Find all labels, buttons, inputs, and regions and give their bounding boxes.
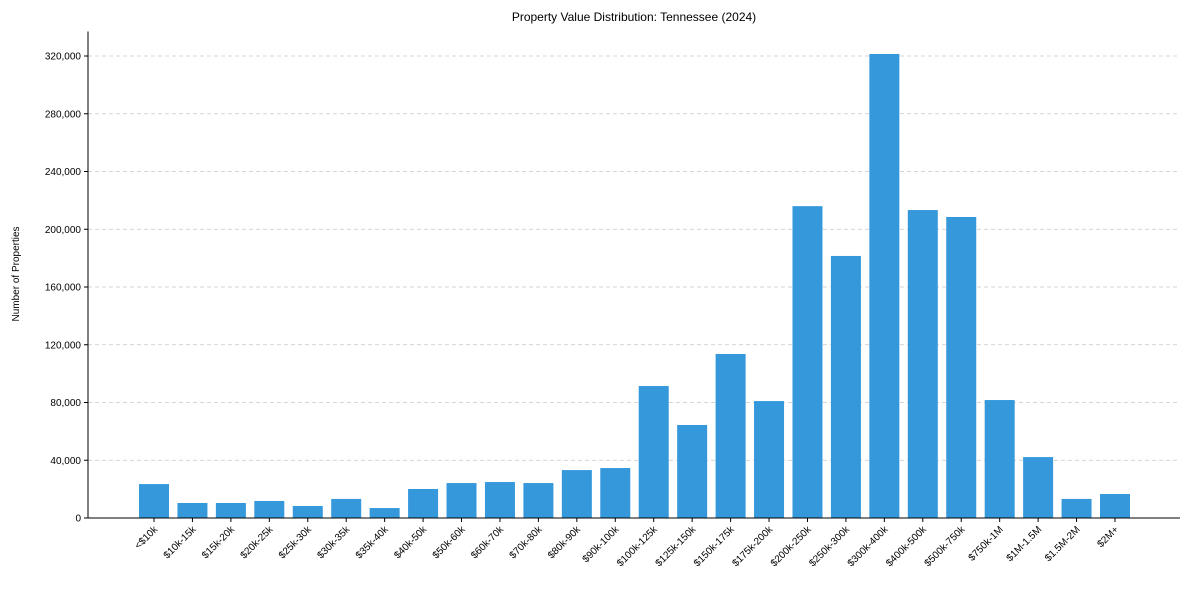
bar-$2M+: [1100, 494, 1130, 518]
bar-$20k-25k: [254, 500, 285, 518]
x-tick-label: $80k-90k: [546, 524, 584, 562]
bar-$300k-400k: [869, 53, 900, 518]
bar-$125k-150k: [677, 425, 708, 518]
bar-$15k-20k: [215, 502, 246, 518]
x-tick-label: $15k-20k: [200, 524, 238, 562]
y-tick-label: 80,000: [50, 398, 81, 409]
bar-$90k-100k: [600, 468, 631, 518]
x-tick-label: $40k-50k: [392, 524, 430, 562]
bar-$1.5M-2M: [1061, 498, 1092, 518]
x-tick-label: $70k-80k: [508, 524, 546, 562]
y-axis-label: Number of Properties: [11, 226, 22, 321]
chart-title: Property Value Distribution: Tennessee (…: [512, 10, 756, 24]
bar-$150k-175k: [715, 353, 746, 518]
bar-$30k-35k: [331, 498, 362, 518]
bar-$35k-40k: [369, 508, 400, 518]
bar-$400k-500k: [907, 210, 938, 518]
x-tick-label: $35k-40k: [354, 524, 392, 562]
bar-$750k-1M: [984, 400, 1015, 518]
x-tick-label: $60k-70k: [469, 524, 507, 562]
x-tick-label: $1.5M-2M: [1043, 524, 1083, 564]
bar-$50k-60k: [446, 483, 477, 518]
y-tick-label: 200,000: [45, 225, 82, 236]
bar-$10k-15k: [177, 502, 208, 518]
bar-$60k-70k: [484, 482, 515, 518]
y-tick-label: 280,000: [45, 109, 82, 120]
y-tick-label: 160,000: [45, 283, 82, 294]
bar-$25k-30k: [292, 506, 323, 518]
y-tick-label: 120,000: [45, 340, 82, 351]
x-tick-label: $750k-1M: [967, 524, 1006, 563]
y-tick-label: 320,000: [45, 52, 82, 63]
x-tick-label: <$10k: [133, 524, 161, 552]
bar-$40k-50k: [408, 488, 439, 518]
x-tick-label: $1M-1.5M: [1005, 524, 1045, 564]
x-tick-label: $25k-30k: [277, 524, 315, 562]
x-tick-label: $10k-15k: [162, 524, 200, 562]
bar-<$10k: [139, 484, 169, 518]
y-tick-label: 0: [75, 514, 81, 525]
x-tick-label: $30k-35k: [315, 524, 353, 562]
bar-$175k-200k: [754, 401, 785, 518]
x-tick-label: $500k-750k: [923, 524, 968, 569]
bar-$500k-750k: [946, 216, 977, 518]
bar-$70k-80k: [523, 483, 554, 518]
x-tick-label: $90k-100k: [581, 524, 623, 566]
y-tick-label: 40,000: [50, 456, 81, 467]
bar-$1M-1.5M: [1023, 457, 1054, 518]
y-tick-label: 240,000: [45, 167, 82, 178]
bar-$250k-300k: [830, 255, 861, 518]
bar-$100k-125k: [638, 386, 669, 518]
bar-$200k-250k: [792, 206, 823, 518]
x-tick-label: $2M+: [1095, 524, 1121, 550]
x-tick-label: $20k-25k: [239, 524, 277, 562]
bar-$80k-90k: [561, 470, 592, 518]
x-tick-label: $50k-60k: [431, 524, 469, 562]
